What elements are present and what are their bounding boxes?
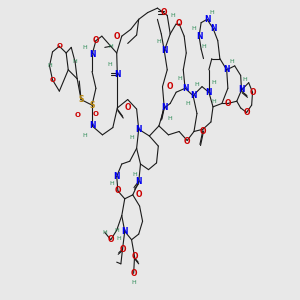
Text: N: N — [122, 227, 128, 236]
Text: O: O — [74, 112, 80, 118]
Text: H: H — [132, 172, 137, 177]
Text: H: H — [156, 39, 161, 44]
Text: H: H — [116, 236, 121, 241]
Text: H: H — [108, 44, 113, 49]
Text: O: O — [93, 36, 99, 45]
Text: N: N — [190, 91, 196, 100]
Text: N: N — [89, 50, 95, 59]
Text: H: H — [82, 134, 87, 139]
Text: O: O — [119, 245, 126, 254]
Text: O: O — [243, 108, 250, 117]
Text: H: H — [73, 59, 77, 64]
Text: H: H — [168, 116, 172, 121]
Text: N: N — [238, 85, 245, 94]
Text: H: H — [47, 63, 52, 68]
Text: O: O — [130, 269, 137, 278]
Text: N: N — [161, 46, 167, 55]
Text: H: H — [171, 13, 176, 18]
Text: O: O — [131, 252, 138, 261]
Text: O: O — [93, 110, 99, 116]
Text: N: N — [204, 15, 210, 24]
Text: H: H — [130, 135, 134, 140]
Text: H: H — [212, 80, 216, 85]
Text: N: N — [206, 88, 212, 97]
Text: O: O — [115, 186, 121, 195]
Text: O: O — [113, 32, 120, 41]
Text: H: H — [186, 101, 190, 106]
Text: H: H — [192, 26, 197, 31]
Text: O: O — [225, 99, 231, 108]
Text: H: H — [131, 280, 136, 285]
Text: H: H — [209, 10, 214, 15]
Text: O: O — [176, 19, 182, 28]
Text: O: O — [107, 235, 114, 244]
Text: H: H — [83, 45, 88, 50]
Text: N: N — [224, 65, 230, 74]
Text: O: O — [136, 190, 142, 200]
Text: O: O — [200, 127, 206, 136]
Text: O: O — [124, 103, 131, 112]
Text: S: S — [78, 95, 84, 104]
Text: O: O — [249, 88, 256, 97]
Text: S: S — [89, 100, 95, 109]
Text: H: H — [107, 62, 112, 67]
Text: H: H — [201, 44, 206, 49]
Text: N: N — [161, 103, 167, 112]
Text: O: O — [161, 8, 167, 17]
Text: N: N — [210, 24, 216, 33]
Text: N: N — [136, 125, 142, 134]
Text: H: H — [109, 181, 114, 186]
Text: H: H — [230, 59, 234, 64]
Text: N: N — [136, 178, 142, 187]
Text: N: N — [114, 70, 121, 79]
Text: O: O — [167, 82, 173, 91]
Text: O: O — [50, 77, 56, 83]
Text: O: O — [184, 137, 190, 146]
Text: H: H — [212, 99, 216, 104]
Text: H: H — [177, 76, 182, 81]
Text: H: H — [114, 228, 119, 233]
Text: O: O — [56, 43, 62, 49]
Text: H: H — [242, 77, 247, 83]
Text: N: N — [113, 172, 120, 181]
Text: H: H — [195, 82, 199, 87]
Text: N: N — [196, 32, 202, 41]
Text: N: N — [89, 122, 95, 130]
Text: H: H — [102, 230, 107, 235]
Text: N: N — [182, 84, 188, 93]
